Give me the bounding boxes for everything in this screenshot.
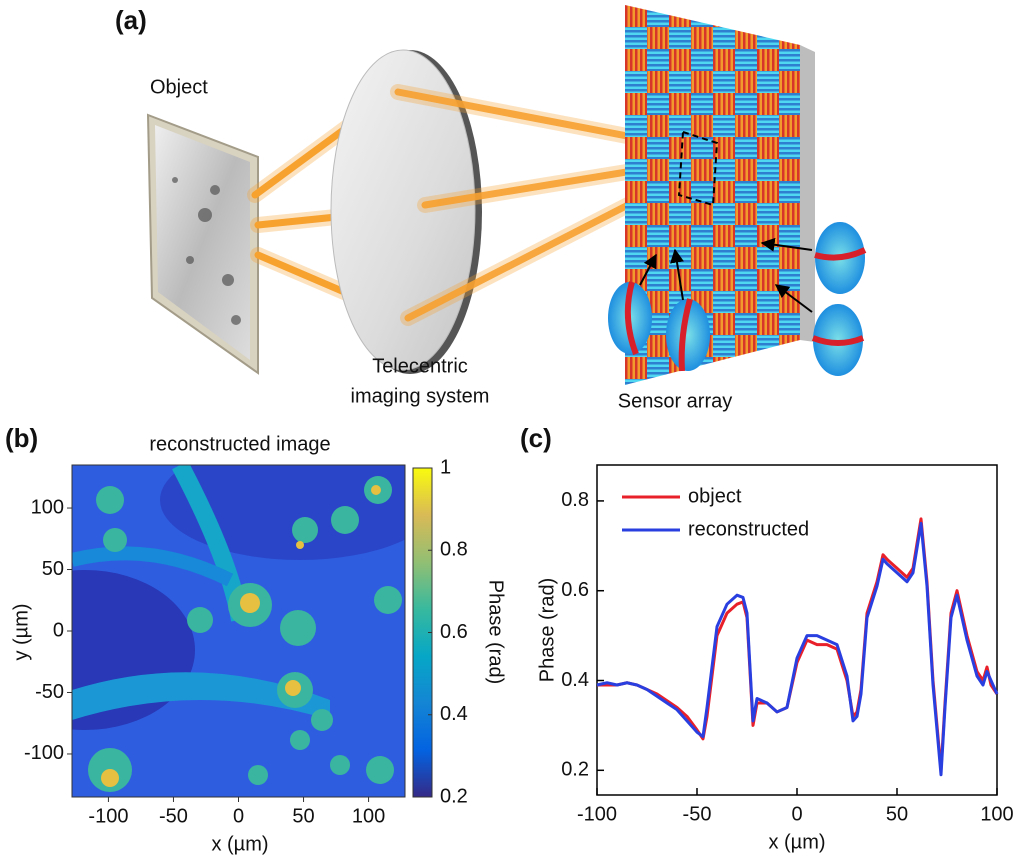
colorbar-tick-label: 1 (440, 456, 451, 478)
y-tick-label: 0 (53, 619, 64, 641)
x-tick-label: -100 (577, 803, 617, 825)
object-image (155, 125, 250, 360)
colorbar-tick-label: 0.8 (440, 539, 468, 561)
colorbar-tick-label: 0.2 (440, 785, 468, 807)
sensor-side (800, 45, 815, 342)
y-axis-label: y (µm) (10, 603, 32, 660)
data-line (596, 521, 999, 777)
sensor-highlight (677, 130, 719, 207)
colorbar-label: Phase (rad) (485, 580, 507, 685)
y-tick-label: 100 (31, 496, 64, 518)
y-axis-label: Phase (rad) (536, 578, 558, 683)
legend-label: reconstructed (688, 518, 809, 540)
panel-label: (b) (5, 423, 38, 453)
x-tick-label: 100 (980, 803, 1013, 825)
x-tick-label: 0 (791, 803, 802, 825)
y-tick-label: 0.2 (561, 759, 589, 781)
object-texture (172, 177, 241, 325)
x-tick-label: -50 (683, 803, 712, 825)
x-tick-label: 100 (352, 805, 385, 827)
lens-label: Telecentric (372, 355, 468, 377)
lens (330, 49, 476, 371)
y-tick-label: -100 (24, 742, 64, 764)
sensor-label: Sensor array (618, 390, 733, 412)
phase-image (72, 465, 405, 797)
y-tick-label: 0.4 (561, 669, 589, 691)
x-axis-label: x (µm) (768, 831, 825, 853)
colorbar-tick-label: 0.6 (440, 621, 468, 643)
lens-label: imaging system (351, 385, 490, 407)
object-label: Object (150, 76, 208, 98)
arrows (639, 237, 813, 313)
x-tick-label: 50 (292, 805, 314, 827)
y-tick-label: -50 (35, 681, 64, 703)
y-tick-label: 50 (42, 558, 64, 580)
panel-label: (a) (115, 5, 147, 35)
insets (608, 222, 867, 376)
y-tick-label: 0.6 (561, 579, 589, 601)
diagram (146, 5, 867, 385)
x-tick-label: 0 (233, 805, 244, 827)
legend-label: object (688, 485, 742, 507)
y-tick-label: 0.8 (561, 489, 589, 511)
x-axis-label: x (µm) (211, 833, 268, 855)
sensor (625, 5, 800, 385)
panel-label: (c) (520, 423, 552, 453)
x-tick-label: -100 (88, 805, 128, 827)
colorbar-tick-label: 0.4 (440, 703, 468, 725)
x-tick-label: -50 (159, 805, 188, 827)
chart-title: reconstructed image (149, 433, 330, 455)
x-tick-label: 50 (886, 803, 908, 825)
